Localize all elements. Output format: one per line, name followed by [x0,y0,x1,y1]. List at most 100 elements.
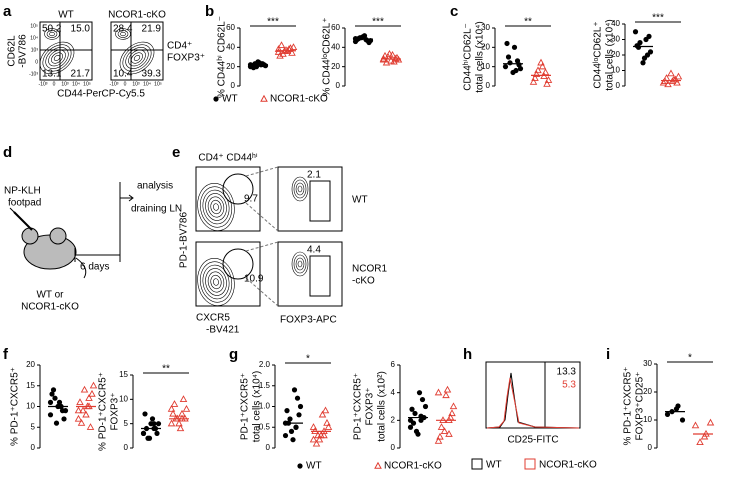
data-point [543,79,551,87]
y-tick-label: 20 [331,62,340,71]
panel-letter: e [172,144,180,161]
row-label: WT [352,195,368,206]
data-point [514,58,521,64]
flow-plot [277,166,343,232]
data-point [532,70,541,78]
contour [205,268,227,296]
axis-label: total cells (x10⁴) [605,19,616,91]
step-label: analysis [137,181,173,192]
axis-label: FOXP3⁺CD25⁺ [635,372,646,441]
data-point [646,33,652,40]
y-tick-label: 30 [481,23,490,32]
y-tick-label: 30 [643,359,652,368]
gate-value: 10.9 [244,274,264,285]
group-label: NCOR1-cKO [21,302,79,313]
data-point [448,409,456,417]
contour [210,199,222,215]
panel-letter: b [205,3,214,20]
data-point [320,431,328,439]
legend-marker [374,461,382,469]
data-point [76,398,84,405]
flow-plot [195,166,261,232]
data-point [80,385,89,393]
mouse-schematic [9,182,134,279]
quadrant-value: 50.2 [42,24,62,35]
quadrant-value: 21.9 [142,24,162,35]
axis-label: PD-1-BV786 [179,211,190,268]
data-point [79,406,87,414]
axis-label: % PD-1⁺CXCR5⁺ [98,372,109,451]
axis-label: CD44ʰⁱCD62L⁻ [463,23,474,91]
y-tick-label: 10 [26,402,35,411]
data-point [673,406,680,412]
contour [199,261,233,303]
y-tick-label: 5 [124,419,129,428]
data-point [706,418,715,426]
axis-label: CD62L [7,35,18,67]
axis-tick: 10⁴ [30,35,38,41]
data-point [182,404,191,412]
data-point [409,406,415,412]
data-point [82,410,90,418]
gate-link [245,277,279,307]
data-point [142,411,148,417]
data-point [288,49,296,56]
data-point [293,424,299,430]
axis-label: PD-1⁺CXCR5⁺ [240,373,251,440]
y-tick-label: 0 [231,81,236,90]
data-point [502,64,509,70]
contour [46,30,58,38]
data-point [259,61,266,67]
data-point [52,395,58,401]
contour [199,186,233,228]
y-tick-label: 0 [616,81,621,90]
y-tick-label: 0 [648,443,653,452]
data-point [407,417,414,423]
data-point [640,60,646,66]
gate-value: 9.7 [244,194,258,205]
axis-tick: -10³ [39,81,48,87]
step-label: footpad [8,198,41,209]
gate-link [245,241,279,252]
y-tick-label: 0 [336,81,341,90]
flow-plot [277,241,343,307]
axis-label: CD25-FITC [507,435,558,446]
y-tick-label: 10 [611,66,620,75]
histogram [485,361,581,429]
data-point [179,395,188,402]
legend-marker [213,96,219,102]
y-tick-label: 6 [391,360,396,369]
y-tick-label: 0 [486,81,491,90]
data-point [449,402,458,410]
significance: *** [652,13,664,24]
contour [53,55,61,61]
axis-label: % CD44ˡᵒCD62L⁺ [322,18,333,97]
axis-label: -BV786 [18,34,29,68]
data-point [679,417,686,423]
gate [222,248,254,280]
data-point [407,424,414,430]
axis-label: CD44-PerCP-Cy5.5 [57,89,145,100]
data-point [700,432,709,440]
panel-letter: c [450,3,458,20]
gate [222,173,254,205]
axis-label: FOXP3⁺ [365,387,376,425]
y-tick-label: 0 [391,443,396,452]
y-tick-label: 0 [124,443,129,452]
y-tick-label: 0 [266,443,271,452]
legend-marker [297,463,303,469]
axis-tick: 10⁴ [72,81,80,87]
axis-label: total cells (x10²) [377,371,388,442]
y-tick-label: 4 [391,388,396,397]
panel-letter: h [463,346,472,363]
data-point [436,432,444,440]
y-tick-label: 40 [611,19,620,28]
axis-tick: 10³ [132,81,140,87]
contour [293,179,307,199]
panel-letter: a [3,3,12,20]
axis-tick: 0 [53,81,56,87]
data-point [53,420,60,426]
data-point [290,437,296,443]
significance: * [306,354,310,365]
data-point [154,430,160,436]
